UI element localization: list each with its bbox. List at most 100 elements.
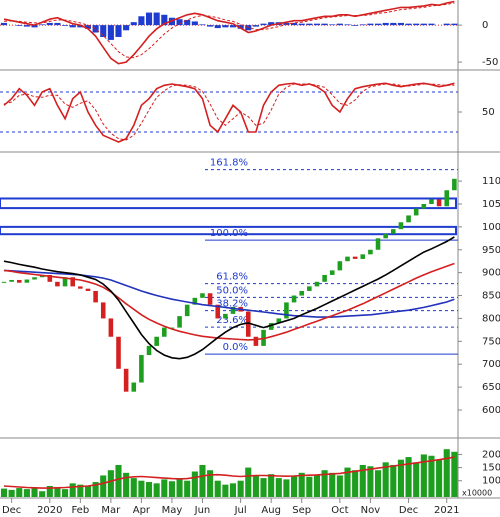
bar xyxy=(283,479,290,497)
bar xyxy=(107,470,114,497)
bar xyxy=(306,476,313,497)
bar xyxy=(207,25,214,27)
bar xyxy=(222,484,229,497)
candle xyxy=(352,256,358,259)
y-tick-label: 10000 xyxy=(482,476,500,487)
bar xyxy=(31,25,38,28)
candle xyxy=(284,302,289,319)
candle xyxy=(314,281,320,287)
fib-label: 38.2% xyxy=(216,299,248,310)
bar xyxy=(382,22,389,26)
candle xyxy=(299,290,304,296)
candle xyxy=(16,279,22,283)
fib-label: 0.0% xyxy=(223,342,248,353)
bar xyxy=(451,23,458,26)
bar xyxy=(77,484,84,497)
bar xyxy=(428,23,435,26)
candle xyxy=(413,208,419,216)
candle xyxy=(345,256,350,262)
bar xyxy=(436,459,443,497)
bar xyxy=(374,470,382,497)
series-line xyxy=(3,236,455,360)
y-tick-label: 950 xyxy=(482,245,500,256)
bar xyxy=(0,22,8,26)
y-tick-label: 1050 xyxy=(482,199,500,210)
bar xyxy=(84,485,92,497)
candle xyxy=(223,313,228,319)
bar xyxy=(214,480,221,497)
bar xyxy=(92,482,99,497)
bar xyxy=(359,24,366,26)
y-tick-label: 850 xyxy=(482,291,500,302)
bar xyxy=(260,478,267,497)
candle xyxy=(24,279,30,283)
candle xyxy=(337,261,343,271)
bar xyxy=(69,25,76,28)
bar xyxy=(199,24,206,26)
candle xyxy=(108,318,114,337)
x-tick-label: Nov xyxy=(361,505,381,516)
bar xyxy=(138,480,145,497)
bar xyxy=(123,472,130,497)
candle xyxy=(444,190,450,207)
bar xyxy=(100,25,107,37)
bar xyxy=(298,23,305,26)
y-tick-label: 750 xyxy=(482,336,500,347)
bar xyxy=(413,23,420,26)
bar xyxy=(199,464,206,497)
candle xyxy=(276,318,282,324)
candle xyxy=(291,295,297,303)
bar xyxy=(54,22,61,26)
bar xyxy=(229,483,237,497)
candle xyxy=(146,345,152,356)
bar xyxy=(275,478,282,497)
candle xyxy=(85,288,91,291)
bar xyxy=(298,472,305,497)
candle xyxy=(245,311,251,337)
bar xyxy=(153,483,160,497)
x-tick-label: 2020 xyxy=(37,505,62,516)
bar xyxy=(16,488,23,497)
x-tick-label: Dec xyxy=(399,505,418,516)
bar xyxy=(329,472,336,497)
bar xyxy=(31,487,38,497)
fib-label: 161.8% xyxy=(210,158,248,169)
bar xyxy=(321,470,328,497)
bar xyxy=(352,470,359,497)
candle xyxy=(207,293,213,305)
candle xyxy=(9,279,14,282)
candle xyxy=(322,274,327,282)
bar xyxy=(344,467,351,497)
y-tick-label: 1000 xyxy=(482,222,500,233)
candle xyxy=(421,203,427,209)
candle xyxy=(307,286,312,291)
bar xyxy=(268,22,275,26)
x-tick-label: Apr xyxy=(133,505,151,516)
candle xyxy=(436,199,442,207)
fib-label: 23.6% xyxy=(216,315,248,326)
y-tick-label: 15000 xyxy=(482,463,500,474)
fib-label: 61.8% xyxy=(216,272,248,283)
bar xyxy=(428,455,435,497)
x-tick-label: Jun xyxy=(194,505,211,516)
y-tick-label: 650 xyxy=(482,382,500,393)
candle xyxy=(452,178,457,191)
bar xyxy=(0,488,8,497)
series-line xyxy=(3,83,455,141)
bar xyxy=(62,489,69,497)
x-tick-label: Jul xyxy=(234,505,247,516)
candle xyxy=(383,233,388,239)
bar xyxy=(54,487,61,497)
bar xyxy=(443,23,450,26)
bar xyxy=(390,464,397,497)
candle xyxy=(32,277,37,280)
bar xyxy=(336,23,343,26)
candle xyxy=(368,249,373,255)
series-line xyxy=(3,2,455,59)
bar xyxy=(168,481,175,497)
bar xyxy=(138,16,145,26)
bar xyxy=(420,454,427,497)
bar xyxy=(191,471,198,497)
bar xyxy=(229,25,237,28)
